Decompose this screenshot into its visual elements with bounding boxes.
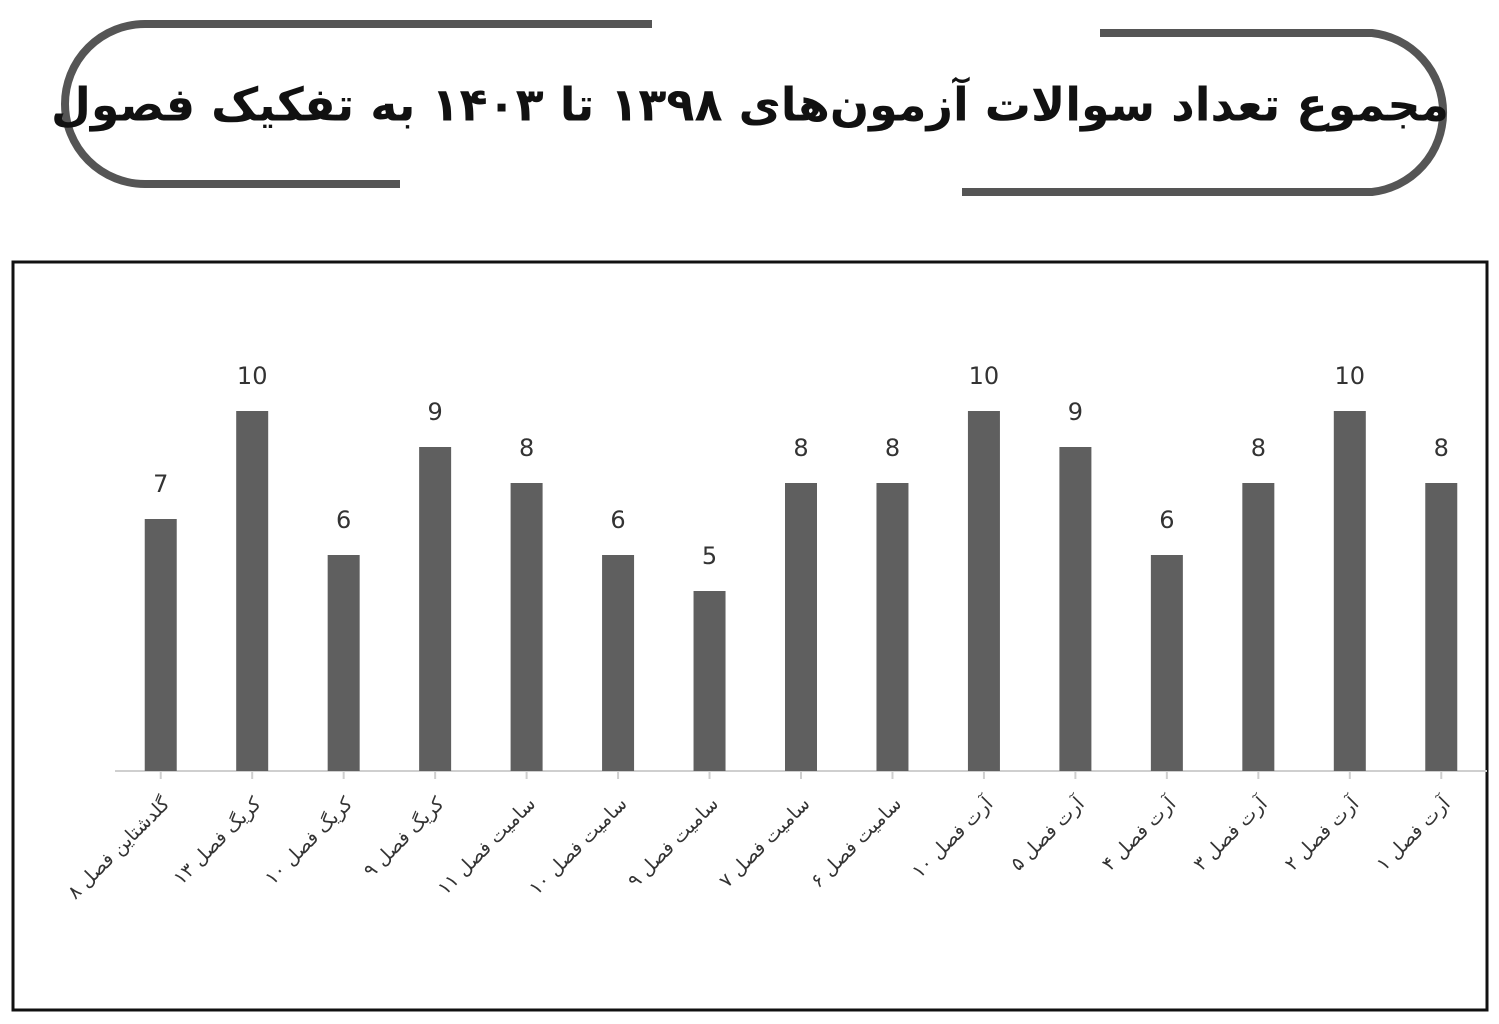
value-label: 6 bbox=[336, 506, 351, 534]
bar bbox=[236, 411, 269, 771]
bar bbox=[602, 555, 635, 771]
title-frame-left bbox=[61, 20, 652, 188]
bar bbox=[510, 483, 543, 771]
x-tick-label: آرت فصل ۲ bbox=[1279, 791, 1363, 875]
bar bbox=[1150, 555, 1183, 771]
value-label: 9 bbox=[1068, 398, 1083, 426]
bar bbox=[1242, 483, 1275, 771]
x-tick-label: آرت فصل ۱ bbox=[1371, 791, 1455, 875]
value-label: 8 bbox=[793, 434, 808, 462]
chart-title: مجموع تعداد سوالات آزمون‌های ۱۳۹۸ تا ۱۴۰… bbox=[51, 77, 1449, 132]
bar bbox=[1333, 411, 1366, 771]
x-tick-label: سامیت فصل ۹ bbox=[624, 793, 723, 892]
value-label: 10 bbox=[237, 362, 268, 390]
value-label: 10 bbox=[969, 362, 1000, 390]
value-label: 8 bbox=[1434, 434, 1449, 462]
value-label: 8 bbox=[1251, 434, 1266, 462]
x-tick-label: سامیت فصل ۶ bbox=[807, 793, 906, 892]
bar bbox=[693, 591, 726, 771]
bar bbox=[785, 483, 817, 771]
value-label: 6 bbox=[610, 506, 625, 534]
bar bbox=[1059, 447, 1092, 771]
x-tick-label: کریگ فصل ۱۳ bbox=[169, 792, 266, 889]
x-tick-label: کریگ فصل ۱۰ bbox=[261, 792, 358, 889]
x-tick-label: آرت فصل ۵ bbox=[1005, 791, 1089, 875]
x-tick-label: آرت فصل ۴ bbox=[1096, 791, 1180, 875]
value-label: 6 bbox=[1159, 506, 1174, 534]
bar bbox=[876, 483, 909, 771]
x-tick-label: سامیت فصل ۱۰ bbox=[525, 793, 632, 900]
bar bbox=[1425, 483, 1458, 771]
value-label: 8 bbox=[885, 434, 900, 462]
value-label: 8 bbox=[519, 434, 534, 462]
x-tick-label: آرت فصل ۱۰ bbox=[906, 791, 998, 883]
x-tick-label: سامیت فصل ۷ bbox=[715, 793, 814, 892]
title-frame-right bbox=[962, 29, 1448, 196]
value-label: 10 bbox=[1335, 362, 1366, 390]
bar bbox=[144, 519, 177, 771]
value-label: 5 bbox=[702, 542, 717, 570]
value-label: 7 bbox=[153, 470, 168, 498]
x-tick-label: کریگ فصل ۹ bbox=[359, 792, 449, 882]
bar bbox=[967, 411, 1000, 771]
x-tick-label: گلدشتاین فصل ۸ bbox=[63, 791, 175, 903]
plot-frame bbox=[11, 260, 1489, 1012]
x-tick-label: آرت فصل ۳ bbox=[1188, 791, 1272, 875]
value-label: 9 bbox=[427, 398, 442, 426]
bar bbox=[327, 555, 360, 771]
bar bbox=[419, 447, 452, 771]
